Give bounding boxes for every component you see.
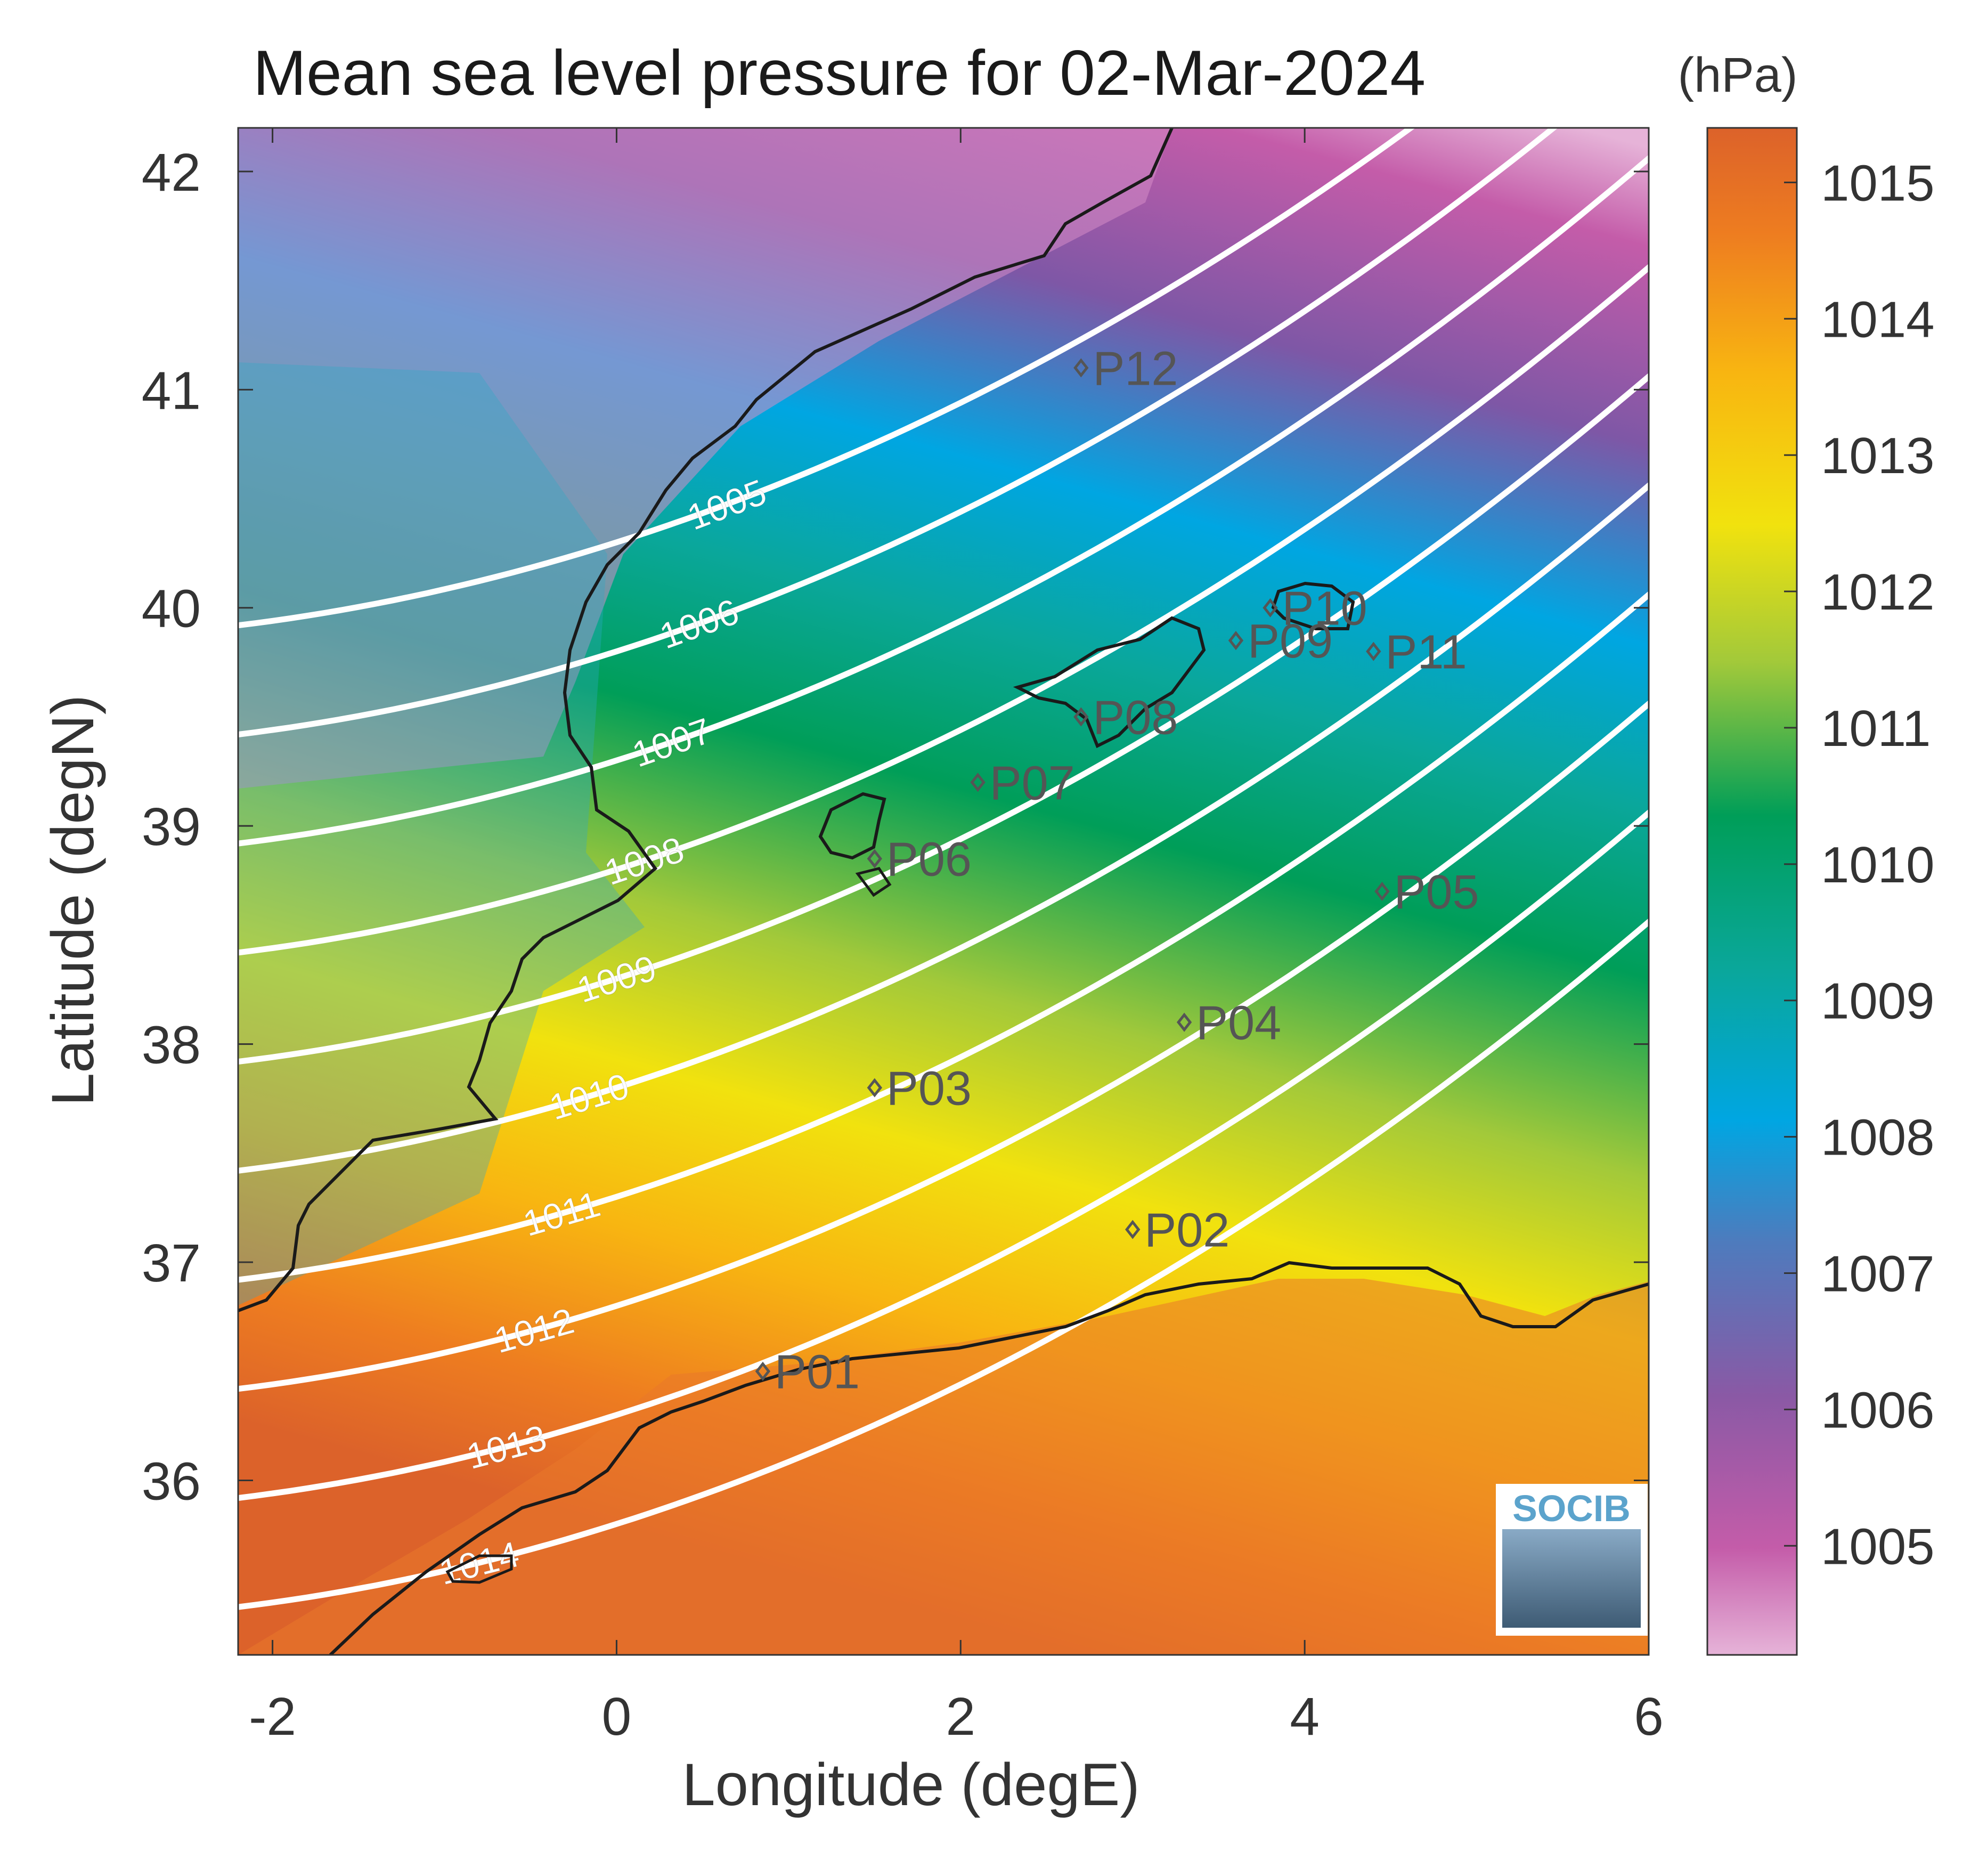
menorca-island xyxy=(1271,581,1355,630)
colorbar-tick-label: 1005 xyxy=(1821,1518,1935,1575)
station-marker xyxy=(755,1361,771,1381)
map-title: Mean sea level pressure for 02-Mar-2024 xyxy=(253,37,1426,109)
station-label: P05 xyxy=(1394,866,1479,919)
y-axis: 36 37 38 39 40 41 42 xyxy=(142,143,1649,1511)
station-label: P07 xyxy=(990,757,1075,810)
y-tick-label: 38 xyxy=(142,1016,201,1075)
station-label: P11 xyxy=(1385,626,1467,679)
y-tick-label: 37 xyxy=(142,1233,201,1293)
station-marker xyxy=(970,773,986,792)
isobar-line xyxy=(238,155,1649,847)
colorbar-tick-label: 1011 xyxy=(1821,700,1931,757)
station-label: P02 xyxy=(1144,1204,1229,1257)
station-marker xyxy=(867,849,883,868)
colorbar-tick-label: 1006 xyxy=(1821,1382,1935,1439)
x-tick-label: -2 xyxy=(249,1687,296,1747)
station-marker xyxy=(1176,1012,1192,1032)
formentera-island xyxy=(855,867,892,897)
colorbar-ticks: 1005 1006 1007 1008 1009 1010 1011 1012 1013 1014… xyxy=(1784,155,1935,1575)
colorbar-tick-label: 1009 xyxy=(1821,973,1935,1030)
isobar-line xyxy=(238,128,1416,629)
x-tick-label: 0 xyxy=(602,1687,632,1747)
x-tick-label: 4 xyxy=(1290,1687,1320,1747)
socib-logo: SOCIB xyxy=(1496,1484,1648,1636)
station-label: P09 xyxy=(1248,615,1333,668)
y-axis-label: Latitude (degN) xyxy=(39,695,106,1106)
colorbar-tick-label: 1007 xyxy=(1821,1246,1935,1303)
y-tick-label: 41 xyxy=(142,361,201,420)
colorbar-tick-label: 1010 xyxy=(1821,837,1935,894)
y-tick-label: 39 xyxy=(142,797,201,857)
station-label: P10 xyxy=(1282,582,1367,636)
isobar-line xyxy=(238,372,1649,1065)
y-tick-label: 40 xyxy=(142,579,201,639)
station-label: P03 xyxy=(886,1062,972,1115)
station-marker xyxy=(1228,631,1244,651)
station-marker xyxy=(1263,598,1278,618)
africa-land-patch xyxy=(238,1279,1649,1655)
isobar-line xyxy=(238,809,1649,1501)
iberian-coastline xyxy=(238,128,1174,1312)
station-label: P08 xyxy=(1093,691,1178,744)
ibiza-island xyxy=(818,792,886,860)
africa-coastline xyxy=(329,1261,1649,1655)
station-marker xyxy=(867,1078,883,1098)
x-axis-label: Longitude (degE) xyxy=(682,1751,1139,1818)
y-tick-label: 42 xyxy=(142,143,201,202)
station-marker xyxy=(1073,707,1089,727)
x-axis: -2 0 2 4 6 xyxy=(249,128,1664,1747)
isobar-line xyxy=(238,128,1559,738)
station-label: P04 xyxy=(1196,997,1281,1050)
station-marker xyxy=(1073,358,1089,378)
socib-logo-text: SOCIB xyxy=(1512,1488,1631,1529)
colorbar-tick-label: 1013 xyxy=(1821,427,1935,484)
colorbar-tick-label: 1014 xyxy=(1821,291,1935,348)
station-label: P01 xyxy=(775,1346,860,1399)
isobar-line xyxy=(238,482,1649,1174)
station-marker xyxy=(1374,881,1390,902)
isobar-line xyxy=(238,590,1649,1283)
mallorca-island xyxy=(1013,616,1206,749)
map-plot-area: 1005100610071008100910101011101210131014… xyxy=(238,128,1649,1655)
colorbar-unit-label: (hPa) xyxy=(1678,48,1798,102)
station-marker xyxy=(1366,641,1381,661)
station-marker xyxy=(1125,1220,1141,1239)
map-frame xyxy=(237,127,1650,1656)
station-label: P06 xyxy=(886,833,972,887)
colorbar xyxy=(1706,127,1798,1656)
colorbar-tick-label: 1012 xyxy=(1821,564,1935,621)
station-label: P12 xyxy=(1093,342,1178,395)
isobar-line xyxy=(238,918,1649,1610)
isobar-line xyxy=(238,700,1649,1392)
land-west-patch xyxy=(238,362,645,1305)
y-tick-label: 36 xyxy=(142,1451,201,1511)
isobar-line xyxy=(238,263,1649,956)
colorbar-tick-label: 1015 xyxy=(1821,155,1935,212)
x-tick-label: 2 xyxy=(946,1687,975,1747)
x-tick-label: 6 xyxy=(1634,1687,1664,1747)
alboran-island xyxy=(445,1554,513,1584)
colorbar-tick-label: 1008 xyxy=(1821,1109,1935,1166)
land-low-pressure-patch xyxy=(238,128,1172,789)
